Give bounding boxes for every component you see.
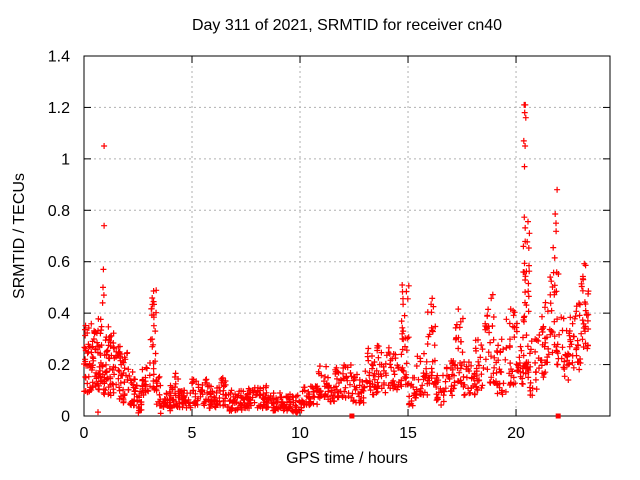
chart-title: Day 311 of 2021, SRMTID for receiver cn4… (191, 17, 503, 34)
x-axis-label: GPS time / hours (286, 450, 408, 467)
svg-text:1: 1 (61, 151, 70, 168)
svg-text:0.8: 0.8 (48, 203, 70, 220)
svg-text:0.6: 0.6 (48, 254, 70, 271)
grid-lines (84, 56, 610, 416)
scatter-data-points (81, 101, 592, 417)
svg-text:1.2: 1.2 (48, 100, 70, 117)
x-tick-labels: 0 5 10 15 20 (80, 425, 525, 442)
svg-text:0.4: 0.4 (48, 306, 70, 323)
svg-text:1.4: 1.4 (48, 49, 70, 66)
svg-text:0.2: 0.2 (48, 357, 70, 374)
y-axis-label: SRMTID / TECUs (11, 173, 28, 299)
y-tick-labels: 0 0.2 0.4 0.6 0.8 1 1.2 1.4 (48, 49, 70, 426)
plot-frame (83, 55, 611, 417)
svg-text:0: 0 (61, 409, 70, 426)
svg-text:5: 5 (188, 425, 197, 442)
square-markers (349, 413, 561, 419)
svg-text:20: 20 (507, 425, 525, 442)
svg-text:15: 15 (399, 425, 417, 442)
svg-text:0: 0 (80, 425, 89, 442)
svg-text:10: 10 (291, 425, 309, 442)
